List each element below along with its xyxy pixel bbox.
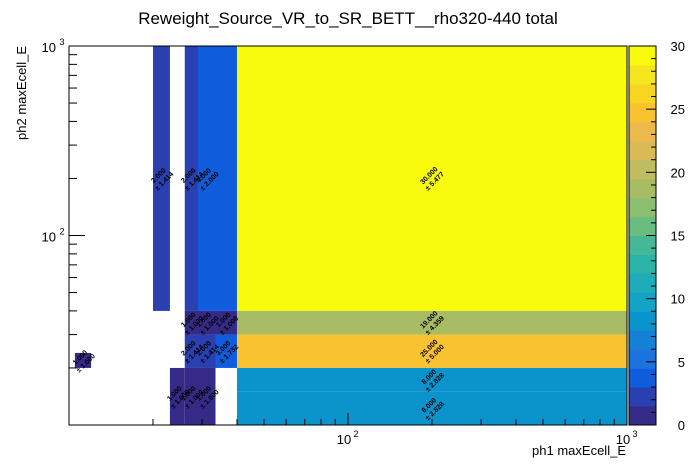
x-tick-label: 10 [337,432,351,447]
heatmap-cell [215,334,237,368]
y-axis-label: ph2 maxEcell_E [14,46,29,140]
color-scale-band [629,235,656,255]
color-scale-band [629,349,656,369]
heatmap-cell [198,46,216,311]
color-scale-band [629,178,656,199]
color-scale-band [629,273,656,293]
color-scale-tick-label: 25 [671,102,685,117]
heatmap-cell [236,367,627,392]
color-scale-ticks: 0 5 10 15 20 25 30 [646,39,685,433]
color-scale-band [629,197,656,218]
color-scale-tick-label: 5 [678,355,685,370]
color-scale-band [629,311,656,331]
heatmap-cell [184,367,199,425]
color-scale-band [629,121,656,142]
y-tick-exponent: 3 [59,37,64,47]
color-scale-band [629,159,656,180]
color-scale-band [629,254,656,274]
heatmap-cell [236,46,627,311]
x-tick-label: 10 [616,432,630,447]
y-tick-exponent: 2 [59,227,64,237]
heatmap-cell [152,46,170,311]
heatmap-cell [215,310,237,335]
color-scale-tick-label: 15 [671,229,685,244]
x-axis-label: ph1 maxEcell_E [532,443,626,458]
color-scale-band [629,368,656,388]
color-scale-tick-label: 20 [671,165,685,180]
heatmap-cell [169,367,185,425]
chart-title: Reweight_Source_VR_to_SR_BETT__rho320-44… [138,9,558,28]
color-scale-tick-label: 10 [671,292,685,307]
heatmap-cell [184,310,199,335]
color-scale-band [629,64,656,85]
color-scale-band [629,102,656,123]
color-scale-band [629,387,656,407]
heatmap-cell [198,334,216,368]
heatmap-cells [74,46,627,425]
color-scale-tick-label: 30 [671,39,685,54]
x-tick-exponent: 2 [353,429,358,439]
heatmap-cell [215,46,237,311]
color-scale-band [629,83,656,104]
heatmap-cell [198,367,216,425]
heatmap-cell [236,334,627,368]
color-scale-band [629,330,656,350]
heatmap-cell [184,334,199,368]
color-scale-tick-label: 0 [678,418,685,433]
y-tick-label: 10 [42,230,56,245]
color-scale-band [629,46,656,66]
heatmap-cell [74,352,92,368]
x-axis-ticks: 10 2 10 3 [152,413,638,447]
y-tick-label: 10 [42,40,56,55]
heatmap-cell [198,310,216,335]
heatmap-cell [236,310,627,335]
color-scale-bar [628,45,657,426]
color-scale-band [629,406,656,426]
x-tick-exponent: 3 [632,429,637,439]
heatmap-cell [184,46,199,311]
color-scale-band [629,216,656,236]
color-scale-band [629,140,656,161]
color-scale-band [629,292,656,312]
